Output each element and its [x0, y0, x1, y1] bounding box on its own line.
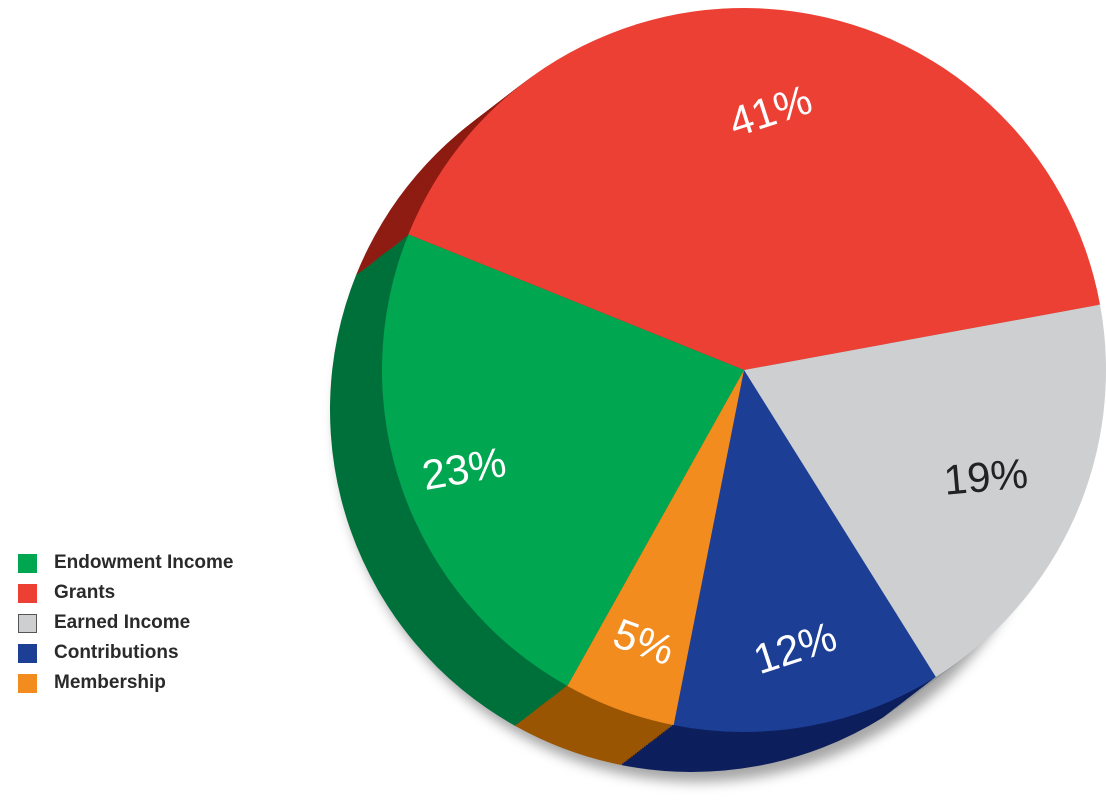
legend-swatch — [18, 673, 37, 693]
legend-item-endowment-income: Endowment Income — [18, 548, 233, 578]
legend-swatch — [18, 583, 37, 603]
legend-item-earned-income: Earned Income — [18, 608, 233, 638]
legend-item-grants: Grants — [18, 578, 233, 608]
legend-label: Endowment Income — [54, 552, 234, 573]
slice-label: 19% — [942, 450, 1030, 504]
legend-item-membership: Membership — [18, 668, 233, 698]
legend-label: Membership — [54, 672, 166, 693]
legend-swatch — [18, 643, 37, 663]
pie-slice-earned-income — [744, 304, 1106, 677]
pie-slice-membership — [567, 370, 744, 726]
legend-label: Grants — [54, 582, 116, 603]
legend: Endowment Income Grants Earned Income Co… — [18, 548, 233, 698]
legend-swatch — [18, 613, 37, 633]
legend-label: Earned Income — [54, 612, 191, 633]
pie-slice-contributions — [673, 370, 936, 732]
pie-slice-endowment-income — [382, 234, 744, 686]
legend-label: Contributions — [54, 642, 179, 663]
legend-item-contributions: Contributions — [18, 638, 233, 668]
pie-slice-grants — [408, 7, 1101, 371]
legend-swatch — [18, 553, 37, 573]
